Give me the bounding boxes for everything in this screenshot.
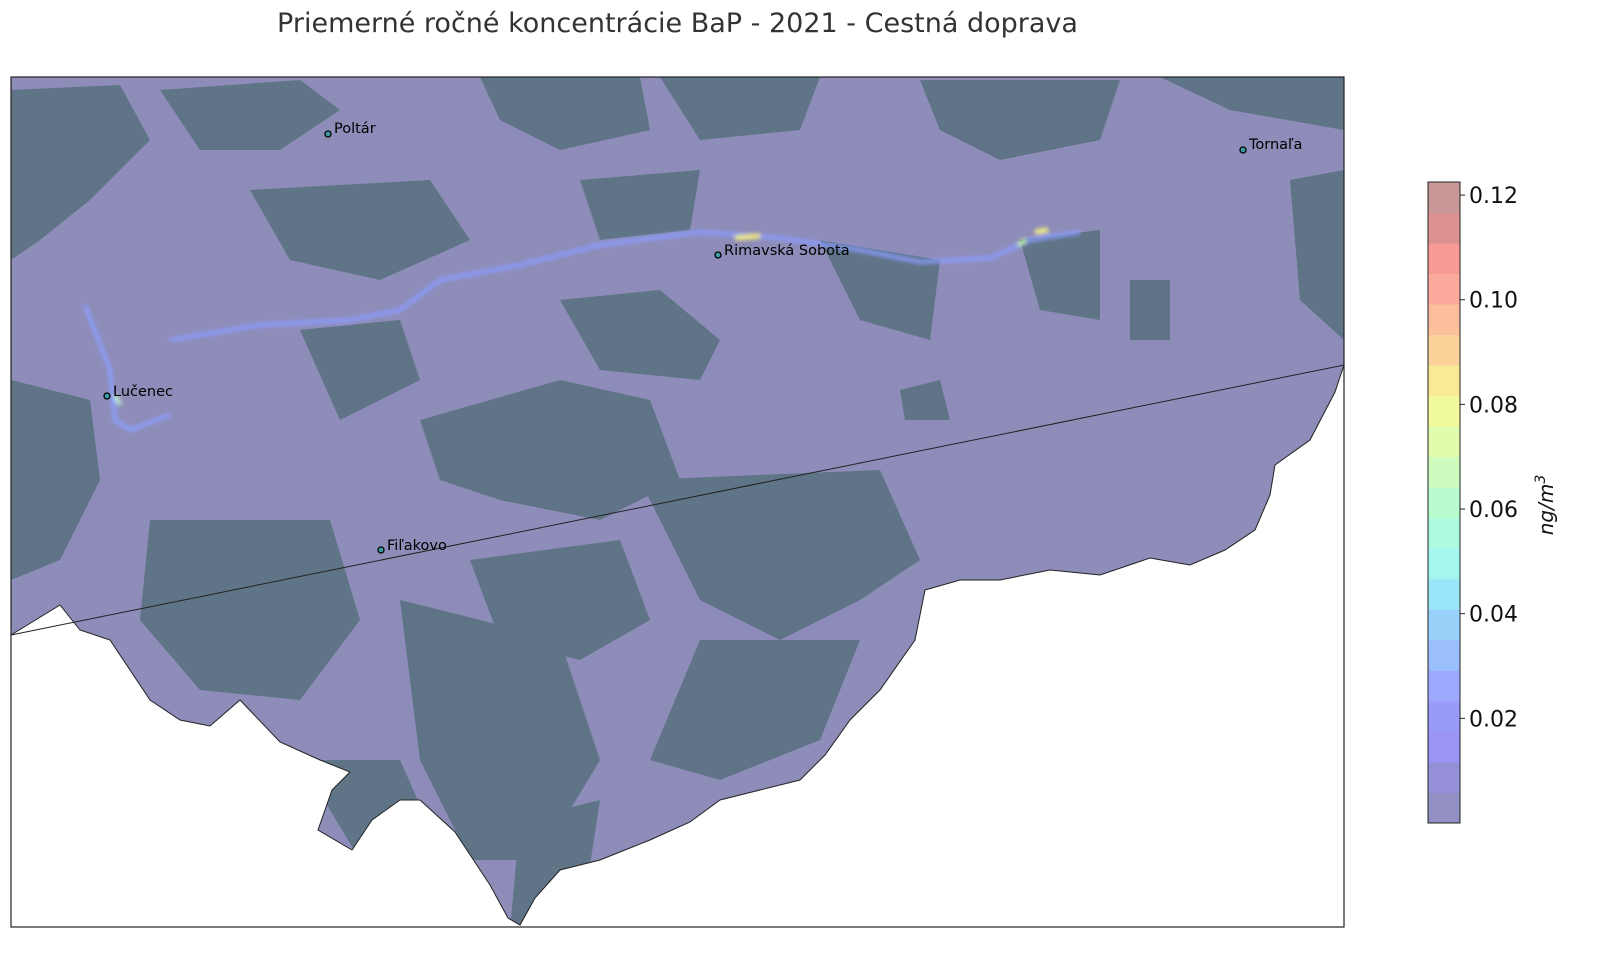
colorbar-band: [1428, 761, 1460, 793]
colorbar-band: [1428, 517, 1460, 549]
colorbar-band: [1428, 243, 1460, 275]
colorbar-tick-label: 0.02: [1469, 707, 1518, 732]
region-boundary: [10, 364, 1345, 926]
colorbar-unit-label: ng/m3: [1533, 475, 1558, 536]
colorbar-frame: [1427, 181, 1461, 824]
colorbar-band: [1428, 487, 1460, 519]
city-label: Tornaľa: [1248, 137, 1302, 153]
colorbar-band: [1428, 212, 1460, 244]
colorbar-band: [1428, 609, 1460, 641]
map-frame: [10, 76, 1345, 928]
colorbar-tick-label: 0.12: [1469, 184, 1518, 209]
colorbar-band: [1428, 639, 1460, 671]
city-label: Poltár: [334, 121, 376, 137]
colorbar-band: [1428, 670, 1460, 702]
city-marker-icon: [103, 392, 111, 400]
colorbar-tick-label: 0.10: [1469, 289, 1518, 314]
colorbar-band: [1428, 700, 1460, 732]
colorbar-band: [1428, 548, 1460, 580]
city-marker-icon: [377, 546, 385, 554]
colorbar-band: [1428, 792, 1460, 824]
city-label: Fiľakovo: [387, 538, 447, 554]
colorbar-tick-label: 0.08: [1469, 393, 1518, 418]
map-title: Priemerné ročné koncentrácie BaP - 2021 …: [277, 8, 1078, 39]
city-marker-icon: [714, 251, 722, 259]
colorbar-band: [1428, 304, 1460, 336]
colorbar-band: [1428, 273, 1460, 305]
colorbar-tick-label: 0.06: [1469, 498, 1518, 523]
colorbar-band: [1428, 334, 1460, 366]
city-rimavska-sobota: Rimavská Sobota: [714, 243, 850, 259]
study-region: [11, 77, 1344, 925]
city-label: Lučenec: [113, 384, 173, 400]
city-poltar: Poltár: [324, 121, 376, 138]
colorbar-tick-label: 0.04: [1469, 603, 1518, 628]
road-concentration-highlights: [83, 227, 1081, 433]
colorbar-band: [1428, 578, 1460, 610]
colorbar-band: [1428, 426, 1460, 458]
colorbar-band: [1428, 365, 1460, 397]
colorbar-band: [1428, 395, 1460, 427]
city-label: Rimavská Sobota: [724, 243, 850, 259]
forest-areas: [11, 77, 1344, 925]
city-lucenec: Lučenec: [103, 384, 173, 400]
colorbar-band: [1428, 182, 1460, 214]
city-tornala: Tornaľa: [1239, 137, 1302, 154]
city-marker-icon: [1239, 146, 1247, 154]
colorbar-band: [1428, 456, 1460, 488]
city-filakovo: Fiľakovo: [377, 538, 447, 554]
city-marker-icon: [324, 130, 332, 138]
colorbar-band: [1428, 731, 1460, 763]
colorbar: 0.02 0.04 0.06 0.08 0.10 0.12: [1427, 181, 1518, 824]
